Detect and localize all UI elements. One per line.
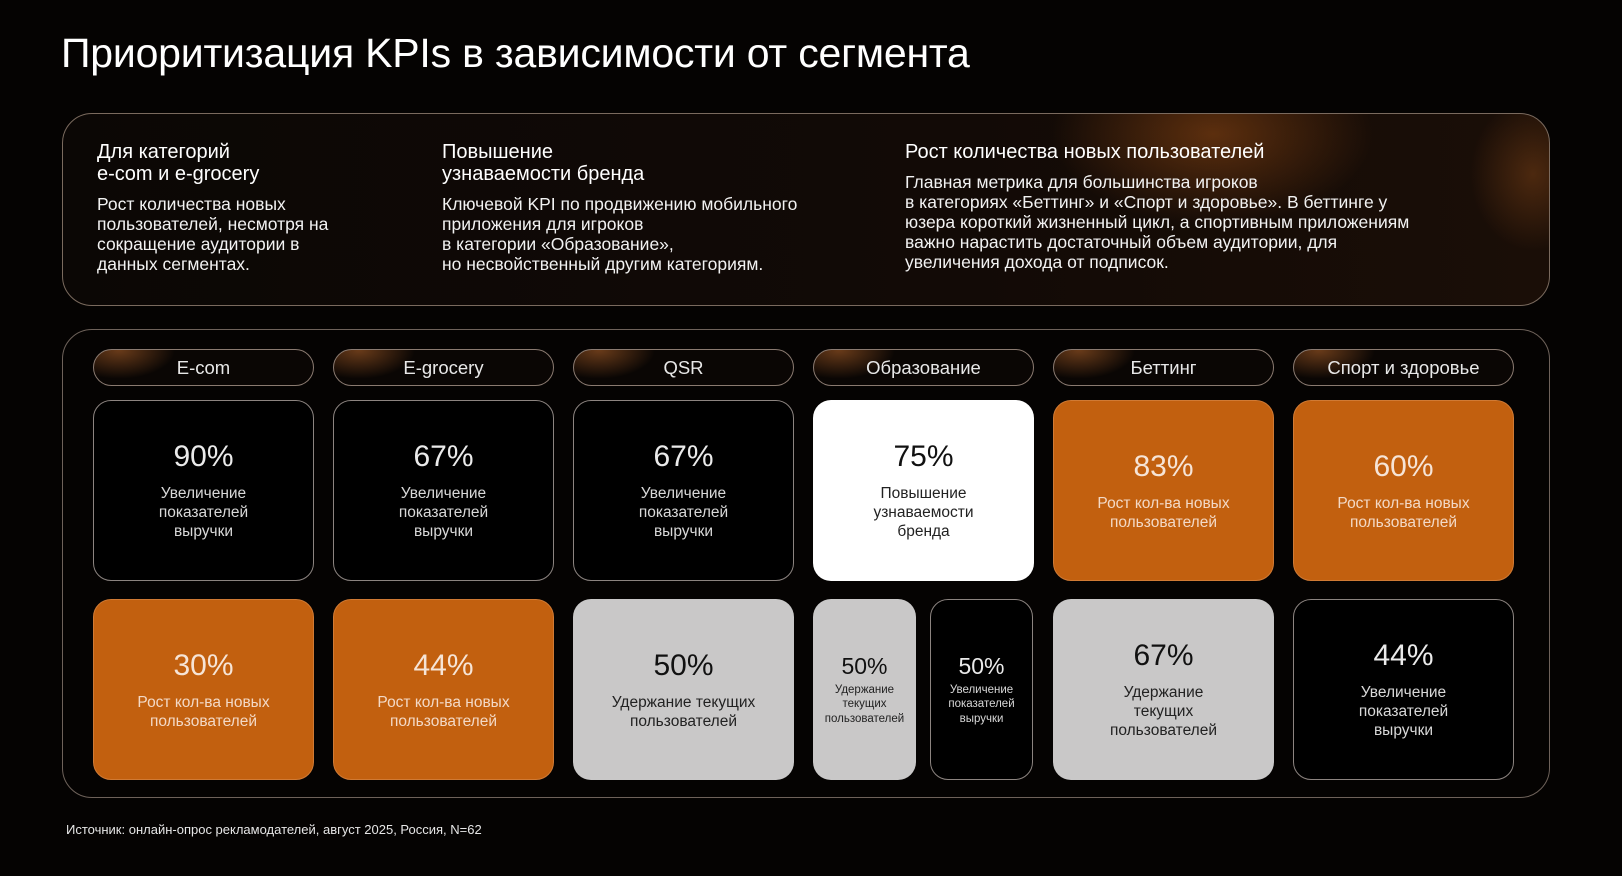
kpi-label: Рост кол-ва новых пользователей	[137, 693, 270, 730]
kpi-label: Удержание текущих пользователей	[611, 693, 756, 730]
segment-grid-panel: E-com 90% Увеличение показателей выручки 30…	[62, 329, 1550, 798]
kpi-value: 44%	[413, 648, 474, 682]
kpi-label: Рост кол-ва новых пользователей	[377, 693, 510, 730]
kpi-card: 30% Рост кол-ва новых пользователей	[93, 599, 314, 780]
kpi-value: 60%	[1373, 449, 1434, 483]
segment-label: Спорт и здоровье	[1293, 349, 1514, 386]
segment-label: Образование	[813, 349, 1034, 386]
kpi-value: 67%	[413, 440, 474, 473]
page-title: Приоритизация KPIs в зависимости от сегм…	[61, 30, 970, 76]
summary-column-betting-sport: Рост количества новых пользователей Глав…	[905, 141, 1505, 272]
summary-column-ecom: Для категорий e-com и e-grocery Рост кол…	[97, 141, 397, 274]
kpi-card: 44% Рост кол-ва новых пользователей	[333, 599, 554, 780]
kpi-card: 67% Увеличение показателей выручки	[573, 400, 794, 581]
kpi-label: Увеличение показателей выручки	[1358, 684, 1449, 739]
summary-heading: Повышение узнаваемости бренда	[442, 141, 645, 185]
kpi-value: 44%	[1373, 639, 1434, 672]
summary-text: Рост количества новых пользователей, нес…	[97, 194, 329, 274]
kpi-value: 50%	[653, 648, 714, 682]
summary-heading: Для категорий e-com и e-grocery	[97, 141, 260, 185]
kpi-label: Удержание текущих пользователей	[824, 683, 905, 725]
kpi-card: 67% Увеличение показателей выручки	[333, 400, 554, 581]
summary-column-education: Повышение узнаваемости бренда Ключевой K…	[442, 141, 872, 274]
kpi-label: Рост кол-ва новых пользователей	[1097, 494, 1230, 531]
kpi-card: 44% Увеличение показателей выручки	[1293, 599, 1514, 780]
summary-text: Ключевой KPI по продвижению мобильного п…	[442, 194, 798, 274]
segment-label: E-grocery	[333, 349, 554, 386]
kpi-label: Удержание текущих пользователей	[1109, 684, 1218, 739]
kpi-card: 50% Удержание текущих пользователей	[813, 599, 916, 780]
kpi-card: 83% Рост кол-ва новых пользователей	[1053, 400, 1274, 581]
segment-label: Беттинг	[1053, 349, 1274, 386]
kpi-card: 90% Увеличение показателей выручки	[93, 400, 314, 581]
source-note: Источник: онлайн-опрос рекламодателей, а…	[66, 822, 482, 837]
summary-panel: Для категорий e-com и e-grocery Рост кол…	[62, 113, 1550, 306]
kpi-card: 60% Рост кол-ва новых пользователей	[1293, 400, 1514, 581]
kpi-value: 67%	[653, 440, 714, 473]
kpi-value: 50%	[958, 652, 1005, 679]
kpi-label: Увеличение показателей выручки	[948, 683, 1015, 725]
kpi-label: Рост кол-ва новых пользователей	[1337, 494, 1470, 531]
kpi-card: 75% Повышение узнаваемости бренда	[813, 400, 1034, 581]
kpi-value: 83%	[1133, 449, 1194, 483]
segment-label: QSR	[573, 349, 794, 386]
kpi-value: 30%	[173, 648, 234, 682]
kpi-card: 67% Удержание текущих пользователей	[1053, 599, 1274, 780]
kpi-card: 50% Удержание текущих пользователей	[573, 599, 794, 780]
kpi-label: Повышение узнаваемости бренда	[873, 485, 974, 540]
kpi-card: 50% Увеличение показателей выручки	[930, 599, 1033, 780]
kpi-value: 90%	[173, 440, 234, 473]
summary-heading: Рост количества новых пользователей	[905, 141, 1265, 163]
kpi-label: Увеличение показателей выручки	[398, 485, 489, 540]
kpi-value: 50%	[841, 652, 888, 679]
summary-text: Главная метрика для большинства игроков …	[905, 172, 1410, 272]
kpi-label: Увеличение показателей выручки	[638, 485, 729, 540]
kpi-value: 67%	[1133, 639, 1194, 672]
kpi-value: 75%	[893, 440, 954, 473]
kpi-label: Увеличение показателей выручки	[158, 485, 249, 540]
segment-label: E-com	[93, 349, 314, 386]
